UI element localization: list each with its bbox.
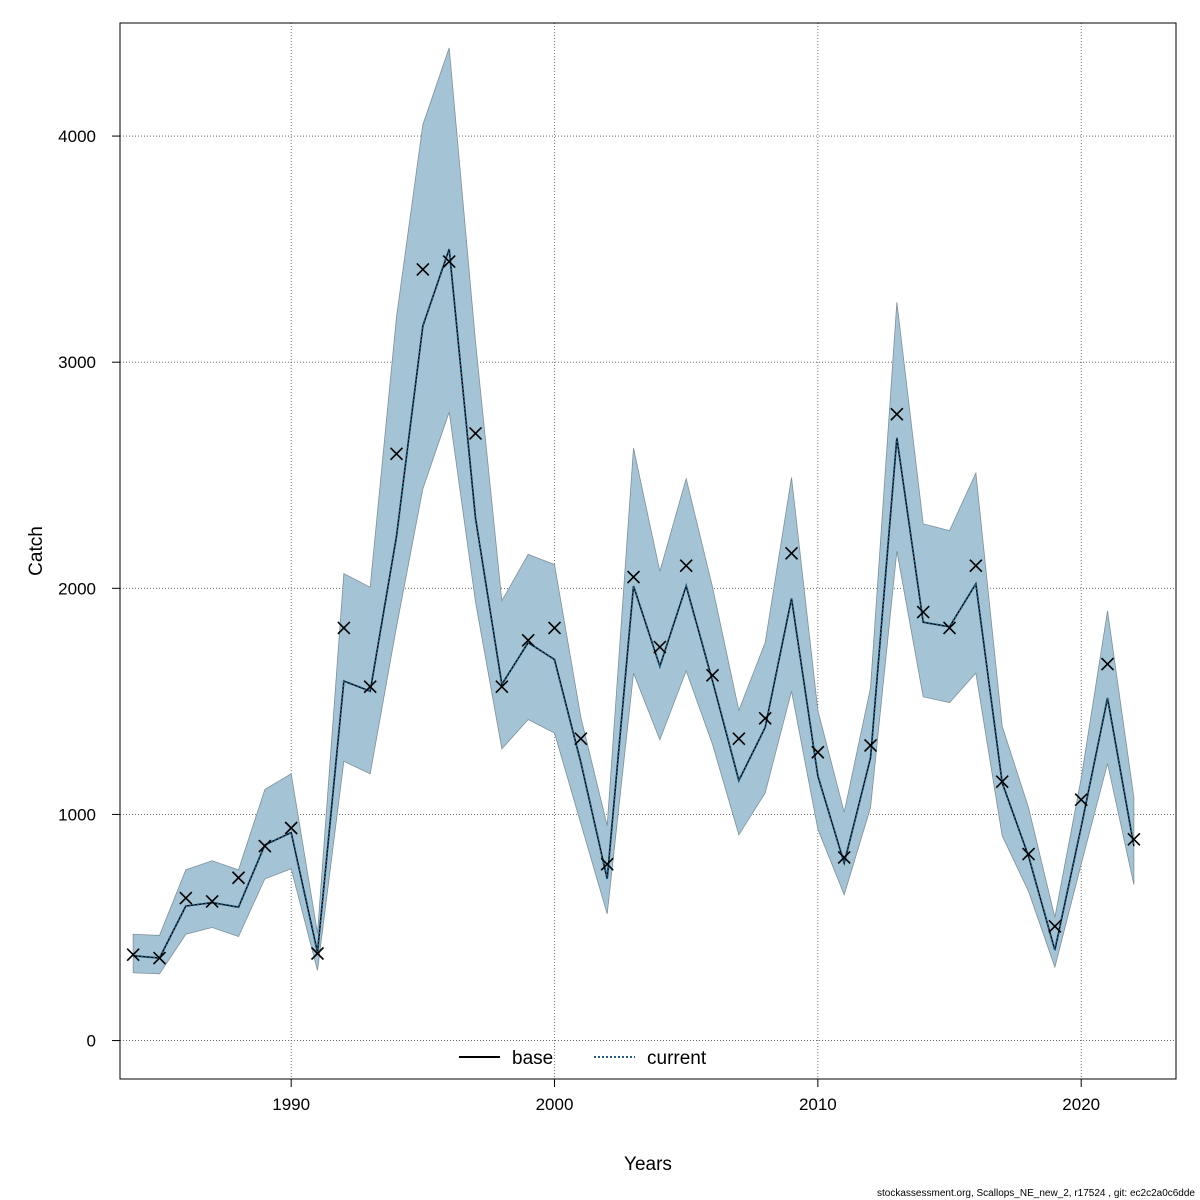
observed-point	[1127, 832, 1141, 846]
observed-point	[705, 668, 720, 682]
observed-point	[1048, 919, 1062, 933]
observed-point	[337, 621, 351, 635]
observed-point	[231, 871, 246, 885]
legend-base-label: base	[512, 1048, 553, 1069]
observed-point	[679, 559, 693, 573]
y-tick-label: 4000	[58, 127, 96, 146]
observed-point	[521, 633, 535, 647]
y-tick-label: 3000	[58, 353, 96, 372]
x-axis: 1990 2000 2010 2020	[272, 1079, 1100, 1114]
observed-point	[626, 570, 641, 584]
observed-point	[942, 621, 957, 635]
observed-point	[995, 775, 1009, 789]
observed-point	[890, 407, 904, 421]
observed-point	[1021, 847, 1036, 861]
confidence-band-area	[132, 47, 1135, 975]
observed-point	[310, 946, 325, 961]
observed-points	[126, 254, 1141, 965]
x-tick-label: 2020	[1062, 1095, 1100, 1114]
observed-point	[574, 732, 588, 746]
y-tick-label: 1000	[58, 805, 96, 824]
observed-point	[126, 948, 140, 962]
observed-point	[1074, 793, 1088, 807]
observed-point	[468, 426, 483, 440]
observed-point	[547, 621, 562, 635]
observed-point	[152, 951, 167, 965]
observed-point	[758, 711, 772, 725]
confidence-band	[132, 47, 1135, 975]
x-tick-label: 1990	[272, 1095, 310, 1114]
y-axis: 0 1000 2000 3000 4000	[58, 127, 120, 1051]
observed-point	[205, 894, 219, 909]
observed-point	[416, 262, 430, 277]
observed-point	[600, 857, 614, 871]
observed-point	[969, 559, 983, 573]
y-axis-title: Catch	[26, 526, 47, 576]
x-tick-label: 2010	[799, 1095, 837, 1114]
observed-point	[179, 891, 193, 905]
observed-point	[284, 821, 298, 835]
observed-point	[363, 680, 377, 694]
observed-point	[732, 732, 746, 746]
observed-point	[495, 680, 509, 694]
observed-point	[653, 640, 667, 654]
observed-point	[863, 738, 878, 753]
observed-point	[811, 745, 825, 759]
observed-point	[442, 254, 456, 269]
series-lines	[133, 248, 1135, 960]
observed-point	[784, 546, 799, 560]
y-tick-label: 0	[87, 1032, 96, 1051]
y-tick-label: 2000	[58, 579, 96, 598]
observed-point	[389, 447, 404, 461]
legend-current-label: current	[647, 1048, 707, 1069]
observed-point	[837, 850, 851, 864]
observed-point	[1100, 657, 1115, 671]
x-tick-label: 2000	[536, 1095, 574, 1114]
legend: base current	[459, 1048, 707, 1069]
plot-frame	[119, 22, 1177, 1080]
observed-point	[258, 839, 272, 853]
x-axis-title: Years	[624, 1154, 672, 1175]
footer-credit: stockassessment.org, Scallops_NE_new_2, …	[877, 1188, 1195, 1199]
observed-point	[916, 605, 930, 619]
series-line-base	[133, 248, 1135, 959]
